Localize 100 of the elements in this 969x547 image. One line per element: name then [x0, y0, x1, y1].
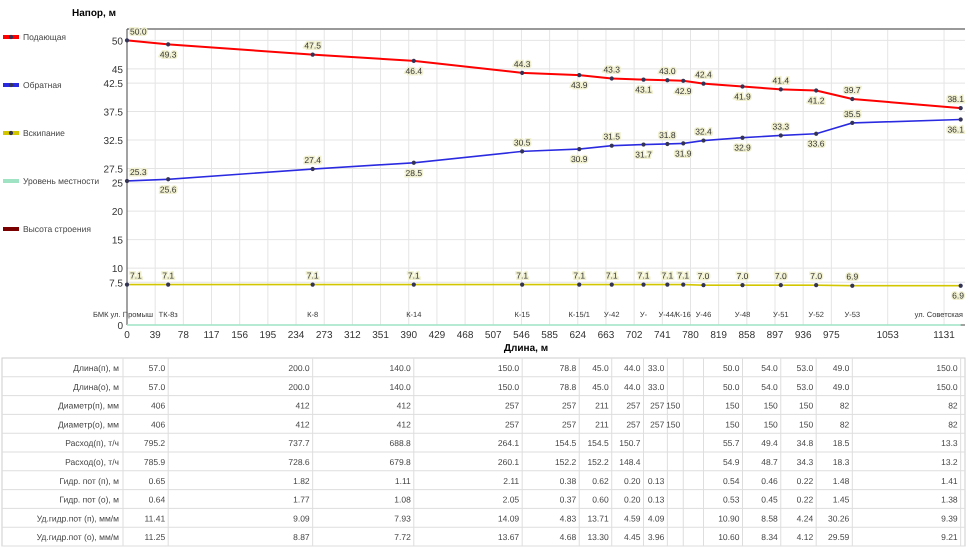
- text: 53.0: [796, 382, 814, 392]
- y-tick-label: 27.5: [104, 164, 124, 176]
- category-label: Уд.гидр.пот (о), мм/м: [36, 532, 119, 542]
- text: 0.13: [648, 476, 664, 486]
- x-tick-label: 390: [400, 330, 418, 341]
- text: 33.0: [648, 363, 664, 373]
- x-tick-label: 468: [456, 330, 474, 341]
- x-tick-label: 624: [569, 330, 587, 341]
- text: 14.09: [498, 513, 520, 524]
- text: 29.59: [828, 532, 850, 542]
- text: 150: [764, 419, 778, 430]
- text: 150.0: [936, 363, 958, 373]
- text: 2.05: [502, 494, 520, 505]
- text: 4.59: [624, 513, 641, 524]
- data-label: 7.1: [130, 270, 142, 281]
- text: 154.5: [554, 438, 576, 448]
- text: 1.48: [832, 476, 850, 486]
- y-tick-label: 20: [112, 207, 124, 218]
- text: 4.12: [796, 532, 814, 542]
- text: 9.21: [941, 532, 958, 542]
- text: 57.0: [148, 363, 166, 373]
- x-tick-label: 936: [794, 330, 812, 341]
- data-label: 31.7: [635, 150, 652, 160]
- x-tick-label: 312: [344, 330, 362, 341]
- text: 152.2: [587, 457, 609, 467]
- text: 57.0: [148, 382, 166, 392]
- text: 11.25: [144, 532, 166, 542]
- text: 44.0: [624, 382, 641, 392]
- text: 1.38: [941, 494, 958, 505]
- text: 13.2: [941, 457, 958, 467]
- x-tick-label: 702: [626, 330, 643, 341]
- text: 4.24: [796, 513, 814, 524]
- data-label: 31.8: [659, 130, 676, 140]
- text: 200.0: [288, 382, 310, 392]
- x-axis-title: Длина, м: [504, 343, 548, 354]
- data-label: 7.1: [638, 270, 650, 281]
- text: 211: [595, 400, 609, 411]
- text: 53.0: [796, 363, 814, 373]
- y-tick-label: 25: [112, 178, 124, 190]
- x-tick-label: 897: [766, 330, 784, 341]
- x-tick-label: 234: [288, 330, 305, 341]
- text: 257: [562, 400, 576, 411]
- data-label: 25.3: [130, 166, 147, 177]
- text: 49.0: [832, 363, 850, 373]
- y-tick-label: 32.5: [104, 136, 124, 147]
- text: 406: [150, 400, 166, 411]
- text: 728.6: [288, 457, 310, 467]
- x-tick-label: 546: [513, 330, 530, 341]
- category-label: Гидр. пот (п), м: [59, 476, 119, 486]
- data-label: 7.1: [306, 270, 319, 281]
- text: 257: [504, 419, 520, 430]
- text: 49.4: [761, 438, 778, 448]
- y-tick-label: 37.5: [104, 108, 124, 119]
- text: 150.0: [498, 382, 520, 392]
- data-label: 32.9: [734, 142, 752, 153]
- text: 795.2: [144, 438, 166, 448]
- x-tick-label: 741: [654, 330, 672, 341]
- text: 0.65: [148, 476, 166, 486]
- data-label: 27.4: [304, 155, 322, 166]
- text: 50.0: [722, 363, 740, 373]
- data-label: 31.9: [674, 148, 692, 158]
- text: 8.34: [761, 532, 778, 542]
- data-label: 31.5: [603, 132, 620, 142]
- text: 54.9: [722, 457, 740, 467]
- text: 148.4: [619, 457, 641, 467]
- text: 45.0: [592, 363, 609, 373]
- text: 44.0: [624, 363, 641, 373]
- text: 257: [504, 400, 520, 411]
- text: 0.22: [796, 476, 814, 486]
- x-tick-label: 780: [682, 330, 700, 341]
- data-label: 46.4: [406, 66, 422, 76]
- y-tick-label: 10: [112, 264, 124, 276]
- text: 0.46: [761, 476, 778, 486]
- data-label: 7.1: [162, 270, 174, 281]
- data-label: 39.7: [844, 85, 861, 96]
- text: 211: [595, 419, 609, 430]
- text: 8.87: [293, 532, 310, 542]
- text: 412: [295, 419, 310, 430]
- text: 0.38: [560, 476, 576, 486]
- text: 18.3: [832, 457, 850, 467]
- data-label: 43.3: [603, 64, 620, 75]
- text: 11.41: [144, 513, 166, 524]
- text: 82: [948, 400, 958, 411]
- text: 48.7: [761, 457, 778, 467]
- text: 30.26: [828, 513, 850, 524]
- x-tick-label: 663: [598, 330, 615, 341]
- text: 150: [666, 419, 680, 430]
- text: 150.0: [498, 363, 520, 373]
- text: 4.45: [624, 532, 641, 542]
- y-tick-label: 7.5: [109, 278, 124, 290]
- data-label: 25.6: [160, 184, 177, 194]
- data-label: 42.4: [695, 70, 712, 80]
- x-tick-label: 1053: [876, 330, 900, 341]
- text: 0.20: [624, 476, 641, 486]
- data-label: 30.5: [514, 137, 531, 148]
- category-label: Расход(о), т/ч: [65, 457, 119, 467]
- text: 50.0: [722, 382, 740, 392]
- data-label: 7.1: [408, 270, 420, 281]
- text: 13.3: [941, 438, 958, 448]
- data-label: 6.9: [952, 290, 964, 301]
